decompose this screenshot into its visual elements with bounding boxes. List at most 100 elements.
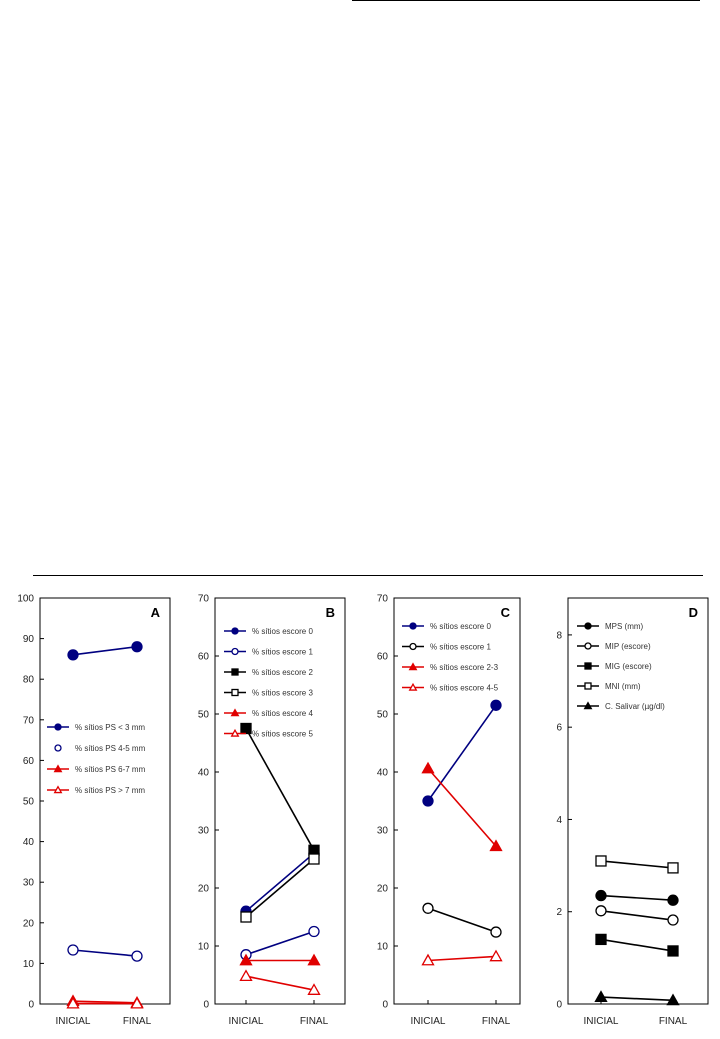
data-point	[666, 993, 680, 1006]
series-2	[422, 902, 502, 938]
y-tick-label: 70	[377, 594, 389, 605]
series-4	[421, 949, 503, 966]
series-1	[422, 699, 502, 807]
legend: MPS (mm) MIP (escore) MIG (escore) MNI (mm)…	[577, 622, 665, 711]
data-point	[421, 761, 435, 774]
legend-marker	[408, 682, 418, 691]
y-tick-label: 30	[377, 826, 389, 837]
y-tick-label: 40	[198, 768, 210, 779]
series-line	[245, 728, 315, 851]
series-1	[595, 889, 679, 906]
chart-panel-a: 0 10 20 30 40 50 60 70 80 90 100 INICIAL FINAL A % sít…	[17, 594, 171, 1027]
legend-marker	[583, 701, 593, 710]
legend-marker	[230, 728, 240, 737]
y-tick-label: 50	[198, 710, 210, 721]
legend-label: MPS (mm)	[605, 622, 644, 631]
series-3	[595, 933, 679, 957]
data-point	[67, 649, 79, 661]
legend-marker	[231, 627, 239, 635]
y-tick-label: 60	[198, 652, 210, 663]
legend-label: MNI (mm)	[605, 682, 641, 691]
y-tick-label: 30	[198, 826, 210, 837]
x-tick-label: INICIAL	[583, 1016, 618, 1027]
legend-marker	[53, 785, 63, 794]
legend-marker	[230, 708, 240, 717]
y-tick-label: 30	[23, 878, 35, 889]
data-point	[67, 944, 79, 956]
series-line	[600, 910, 674, 921]
legend-label: % sítios escore 4-5	[430, 684, 499, 693]
series-5	[239, 953, 321, 966]
legend: % sítios escore 0 % sítios escore 1 % síti…	[402, 622, 499, 693]
y-tick-label: 2	[556, 907, 562, 918]
data-point	[594, 990, 608, 1002]
legend-label: % sítios escore 1	[430, 643, 491, 652]
legend-marker	[409, 622, 417, 630]
series-3	[240, 722, 320, 856]
legend-marker	[54, 744, 62, 752]
x-tick-label: INICIAL	[228, 1016, 263, 1027]
x-tick-label: FINAL	[300, 1016, 329, 1027]
legend-label: % sítios escore 2-3	[430, 663, 499, 672]
series-line	[600, 996, 674, 1002]
plot-frame	[567, 597, 709, 1005]
plot-frame	[39, 597, 171, 1005]
plot-frame	[214, 597, 346, 1005]
series-3	[421, 761, 503, 852]
series-line	[72, 1000, 138, 1004]
legend-marker	[53, 764, 63, 773]
y-tick-label: 0	[382, 1000, 388, 1011]
panel-label: D	[689, 605, 698, 620]
legend-label: % sítios escore 3	[252, 689, 313, 698]
data-point	[240, 722, 252, 735]
data-point	[308, 853, 320, 865]
top-rule	[352, 0, 700, 1]
y-tick-label: 40	[377, 768, 389, 779]
y-tick-label: 60	[23, 756, 35, 767]
caption-rule	[33, 575, 703, 576]
data-point	[239, 953, 253, 966]
legend-label: % sítios escore 2	[252, 668, 313, 677]
legend: % sítios escore 0 % sítios escore 1 % síti…	[224, 627, 313, 739]
series-line	[245, 975, 315, 991]
legend-label: % sítios PS 4-5 mm	[75, 744, 146, 753]
y-tick-label: 20	[377, 884, 389, 895]
data-point	[131, 950, 143, 962]
series-1	[67, 641, 143, 661]
series-4	[240, 853, 320, 923]
panel-label: A	[151, 605, 161, 620]
x-tick-label: FINAL	[482, 1016, 511, 1027]
x-tick-label: INICIAL	[410, 1016, 445, 1027]
plot-frame	[393, 597, 521, 1005]
x-tick-label: FINAL	[123, 1016, 152, 1027]
series-line	[245, 930, 315, 956]
legend-label: % sítios escore 0	[430, 622, 491, 631]
legend-label: MIG (escore)	[605, 662, 652, 671]
legend-marker	[408, 662, 418, 671]
panel-label: B	[326, 605, 335, 620]
data-point	[489, 949, 503, 962]
y-tick-label: 0	[203, 1000, 209, 1011]
legend: % sítios PS < 3 mm % sítios PS 4-5 mm % sí…	[47, 723, 146, 795]
legend-marker	[231, 688, 239, 697]
legend-marker	[584, 642, 592, 650]
legend-marker	[584, 662, 592, 670]
data-point	[595, 933, 607, 946]
data-point	[239, 969, 253, 982]
data-point	[130, 996, 144, 1009]
data-point	[667, 945, 679, 957]
legend-marker	[584, 682, 592, 690]
series-line	[427, 767, 497, 847]
y-tick-label: 80	[23, 675, 35, 686]
legend-label: % sítios escore 5	[252, 730, 313, 739]
legend-label: MIP (escore)	[605, 642, 651, 651]
data-point	[240, 911, 252, 923]
legend-label: C. Salivar (µg/dl)	[605, 702, 665, 711]
data-point	[595, 889, 607, 902]
panel-label: C	[501, 605, 511, 620]
x-tick-label: FINAL	[659, 1016, 688, 1027]
y-tick-label: 90	[23, 634, 35, 645]
data-point	[66, 996, 80, 1009]
y-tick-label: 0	[28, 1000, 34, 1011]
chart-panel-b: 0 10 20 30 40 50 60 70 INICIAL FINAL B % sítios esc…	[198, 594, 346, 1027]
